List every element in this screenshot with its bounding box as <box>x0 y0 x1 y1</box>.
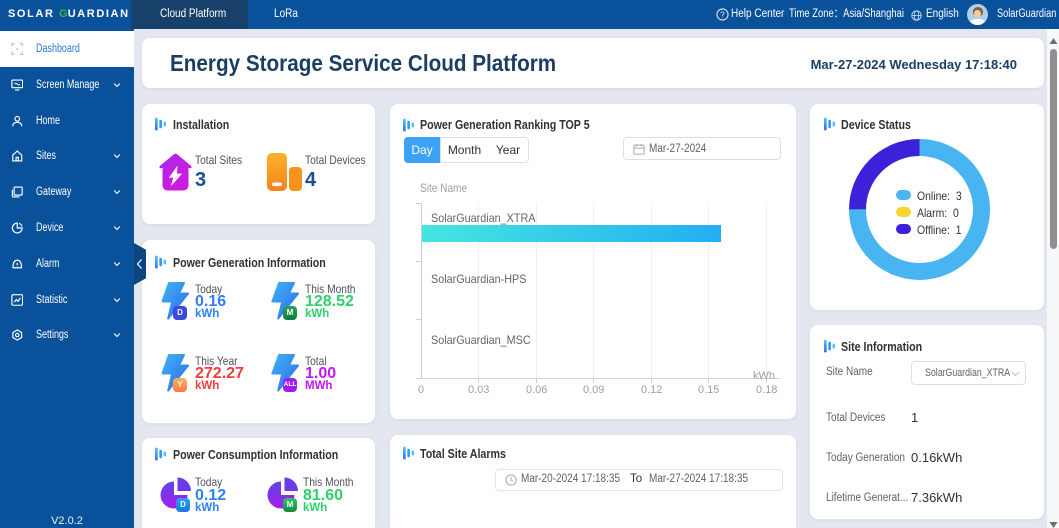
svg-text:?: ? <box>720 10 725 19</box>
